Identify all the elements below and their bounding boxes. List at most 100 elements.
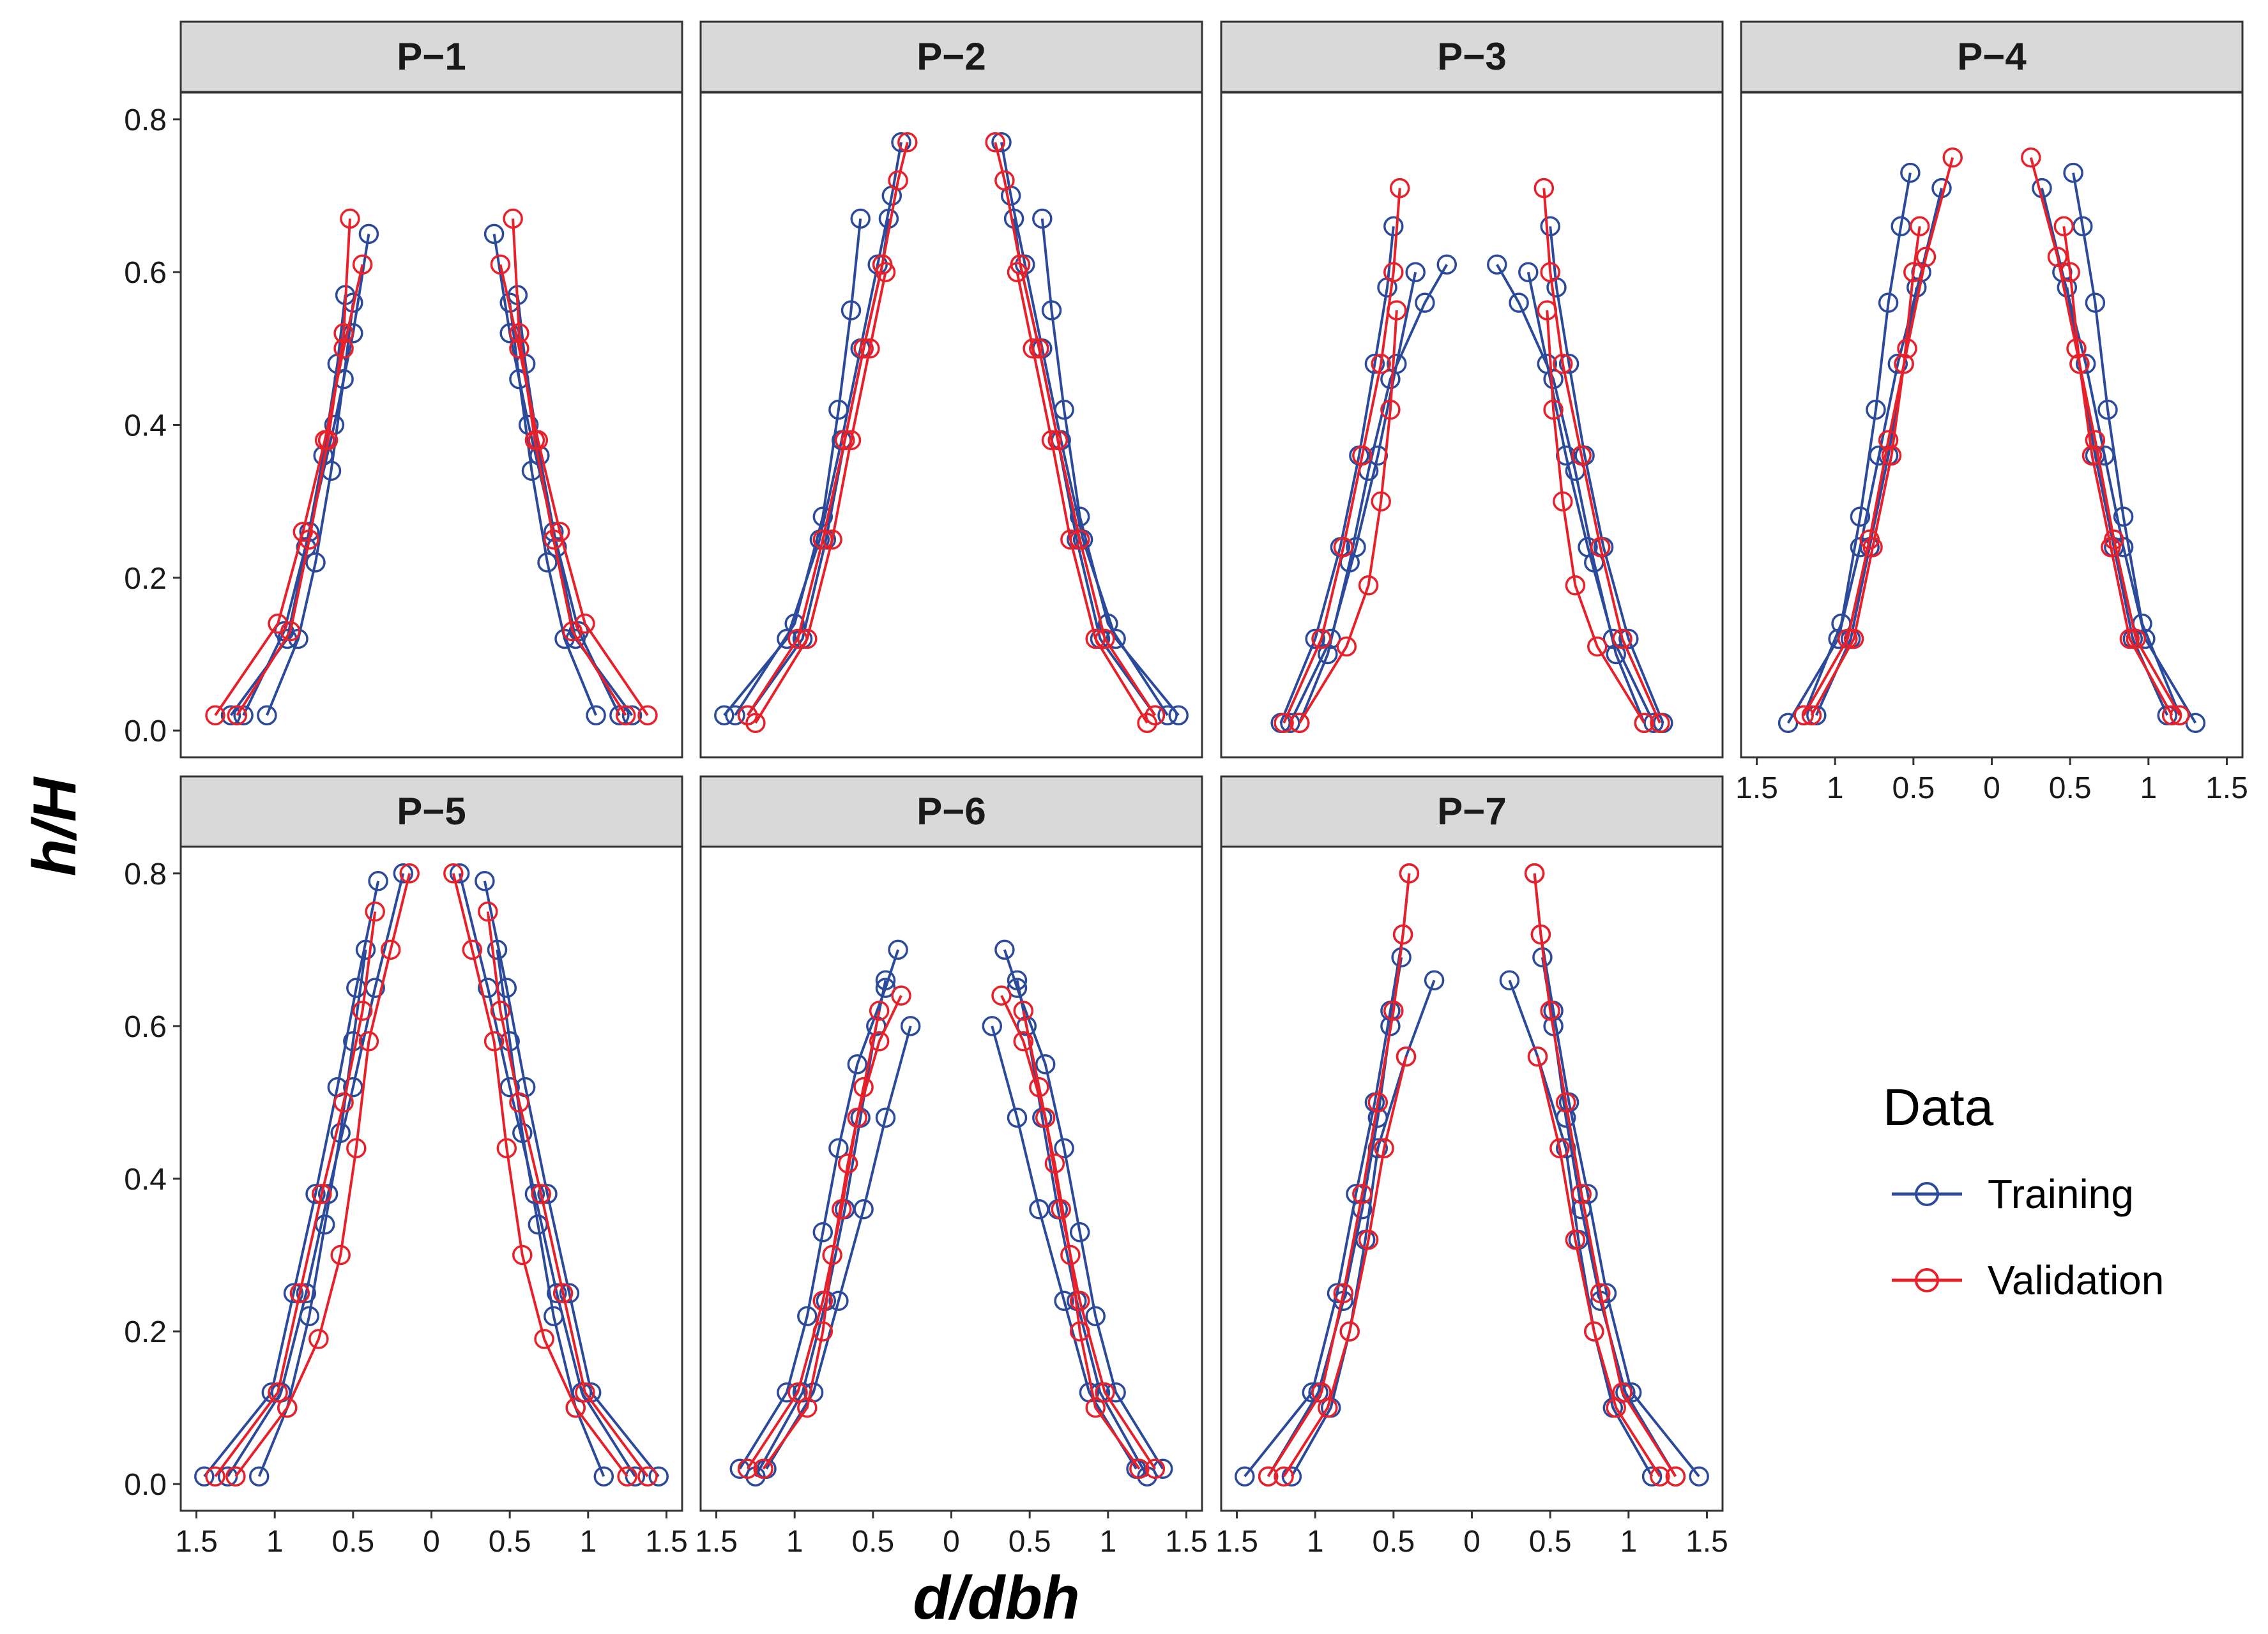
data-point-validation (1590, 1283, 1611, 1304)
data-point-validation (562, 621, 583, 642)
data-point-training (994, 939, 1015, 960)
data-point-validation (1274, 713, 1294, 733)
series-line-training (1040, 218, 1169, 716)
data-point-validation (1392, 924, 1413, 945)
data-point-training (1280, 713, 1300, 733)
panel-series (1235, 863, 1709, 1486)
data-point-training (537, 552, 558, 573)
data-point-training (725, 705, 745, 725)
data-point-validation (2047, 246, 2068, 268)
data-point-training (2097, 399, 2118, 420)
data-point-validation (1339, 1321, 1360, 1342)
series-line-validation (499, 264, 649, 716)
data-point-training (475, 871, 495, 891)
data-point-validation (860, 338, 880, 359)
series-line-validation (452, 873, 628, 1478)
data-point-training (343, 1077, 363, 1098)
data-point-validation (509, 1092, 529, 1113)
data-point-validation (834, 430, 855, 451)
panel-1: P−1 0.0 0.2 0.4 0.6 0.8 (124, 20, 683, 759)
panels: P−1 0.0 0.2 0.4 0.6 0.8 P−2 P−3 P−4 1.5 1 0.5 0 0.5 1 1… (124, 20, 2248, 1559)
data-point-validation (2069, 354, 2090, 374)
data-point-validation (512, 1244, 533, 1266)
data-point-validation (575, 1382, 595, 1403)
data-point-validation (1367, 1092, 1389, 1113)
data-point-training (194, 1466, 215, 1486)
data-point-training (1777, 713, 1799, 733)
data-point-validation (1537, 300, 1558, 321)
data-point-validation (552, 1283, 574, 1304)
data-point-validation (352, 1001, 373, 1021)
data-point-validation (1358, 1229, 1379, 1250)
series-line-validation (1533, 873, 1677, 1478)
data-point-validation (365, 901, 385, 922)
data-point-training (1499, 970, 1520, 990)
data-point-training (1578, 537, 1598, 557)
panel-area (1220, 91, 1724, 759)
data-point-validation (1013, 1001, 1034, 1021)
panel-strip (1220, 775, 1724, 848)
data-point-training (1007, 1107, 1028, 1128)
data-point-training (257, 705, 277, 725)
data-point-validation (1396, 1046, 1417, 1067)
y-tick-label: 0.0 (124, 1468, 167, 1502)
data-point-training (797, 1306, 818, 1326)
data-point-training (1054, 1138, 1074, 1158)
x-tick-label: 0.5 (489, 1525, 531, 1559)
data-point-validation (531, 1184, 551, 1204)
series-line-validation (214, 264, 364, 716)
data-point-validation (869, 1001, 890, 1021)
data-point-validation (1007, 262, 1028, 282)
data-point-training (544, 1306, 564, 1326)
data-point-validation (1606, 1397, 1626, 1418)
data-point-validation (1380, 399, 1401, 420)
data-point-validation (853, 1077, 874, 1098)
x-tick-label: 1 (1099, 1525, 1116, 1559)
panel-series (1777, 147, 2206, 733)
panel-series (194, 863, 669, 1486)
data-point-training (777, 1382, 797, 1403)
data-point-validation (812, 1290, 833, 1312)
y-tick-label: 0.6 (124, 256, 167, 290)
data-point-validation (1587, 636, 1608, 657)
data-point-validation (2060, 262, 2080, 282)
series-line-validation (1536, 1056, 1661, 1478)
series-line-validation (512, 218, 627, 716)
legend-label-training: Training (1988, 1171, 2134, 1217)
data-point-validation (1524, 863, 1545, 884)
y-tick-label: 0.4 (124, 409, 167, 443)
legend-key-marker-training (1915, 1182, 1939, 1206)
x-tick-label: 0.5 (1372, 1525, 1415, 1559)
data-point-training (1405, 262, 1426, 282)
data-point-validation (1311, 628, 1332, 649)
series-line-validation (486, 911, 649, 1478)
data-point-training (2057, 277, 2078, 298)
data-point-validation (1352, 445, 1373, 466)
x-tick-label: 1.5 (645, 1525, 688, 1559)
data-point-validation (1085, 628, 1106, 649)
data-point-training (499, 1031, 520, 1052)
data-point-training (296, 1283, 317, 1304)
y-axis-title: h/H (20, 776, 89, 876)
data-point-validation (1650, 1466, 1670, 1486)
data-point-training (1281, 1466, 1302, 1486)
data-point-validation (1665, 1466, 1686, 1486)
series-line-training (508, 302, 597, 716)
data-point-validation (358, 1031, 379, 1052)
series-line-training (1549, 226, 1664, 723)
panel-series (1270, 178, 1673, 733)
data-point-validation (1389, 178, 1410, 199)
data-point-training (866, 1016, 887, 1036)
data-point-validation (1894, 354, 1914, 374)
series-line-validation (1298, 310, 1398, 724)
data-point-validation (1634, 713, 1655, 733)
data-point-validation (1540, 262, 1560, 282)
legend-title: Data (1883, 1078, 1994, 1137)
series-line-training (765, 1025, 912, 1470)
data-point-training (1098, 613, 1118, 634)
data-point-validation (745, 713, 766, 733)
data-point-validation (1534, 178, 1555, 199)
data-point-training (1106, 1382, 1126, 1403)
data-point-training (1364, 354, 1385, 374)
legend-item-training: Training (1892, 1171, 2134, 1217)
